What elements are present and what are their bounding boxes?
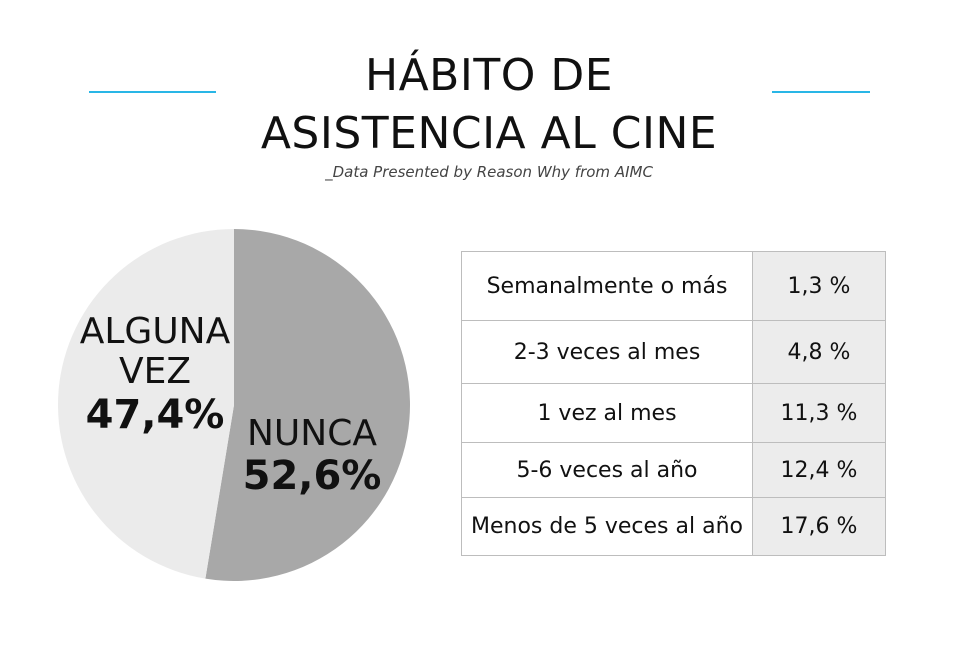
pie-label-alguna-vez-name-1: ALGUNA: [79, 311, 231, 352]
pie-slice-nunca: [205, 229, 410, 581]
table-cell-label: Semanalmente o más: [461, 251, 753, 321]
pie-label-alguna-vez-name-2: VEZ: [118, 351, 192, 393]
table-cell-value: 11,3 %: [752, 383, 886, 443]
table-row: 5-6 veces al año 12,4 %: [461, 442, 886, 498]
subtitle: _Data Presented by Reason Why from AIMC: [325, 163, 653, 181]
table-cell-value: 1,3 %: [752, 251, 886, 321]
table-row: Semanalmente o más 1,3 %: [461, 251, 886, 321]
pie-label-nunca-value: 52,6%: [242, 453, 382, 500]
left-accent-line: [89, 91, 216, 93]
pie-label-alguna-vez: ALGUNA VEZ 47,4%: [70, 311, 240, 438]
table-cell-label: Menos de 5 veces al año: [461, 497, 753, 556]
right-accent-line: [772, 91, 870, 93]
table-row: Menos de 5 veces al año 17,6 %: [461, 497, 886, 556]
frequency-table: Semanalmente o más 1,3 % 2-3 veces al me…: [461, 251, 886, 556]
table-cell-label: 5-6 veces al año: [461, 442, 753, 498]
table-cell-value: 4,8 %: [752, 320, 886, 384]
title-line-2: ASISTENCIA AL CINE: [260, 108, 718, 159]
pie-label-nunca-name: NUNCA: [247, 413, 377, 454]
table-row: 2-3 veces al mes 4,8 %: [461, 320, 886, 384]
table-cell-value: 17,6 %: [752, 497, 886, 556]
pie-label-alguna-vez-value: 47,4%: [85, 391, 225, 438]
pie-slice-alguna-vez: [57, 229, 234, 579]
pie-label-nunca: NUNCA 52,6%: [236, 413, 388, 500]
title-line-1: HÁBITO DE: [364, 50, 614, 101]
table-cell-label: 2-3 veces al mes: [461, 320, 753, 384]
table-row: 1 vez al mes 11,3 %: [461, 383, 886, 443]
table-cell-label: 1 vez al mes: [461, 383, 753, 443]
table-cell-value: 12,4 %: [752, 442, 886, 498]
pie-chart: [57, 229, 410, 581]
